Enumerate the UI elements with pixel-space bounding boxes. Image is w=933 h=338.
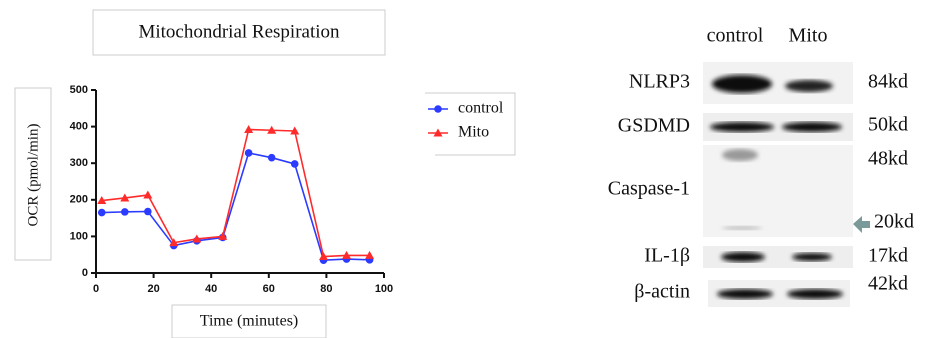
y-tick-label: 500 — [70, 84, 88, 96]
legend: control Mito — [428, 100, 504, 141]
size-label: 50kd — [868, 114, 908, 136]
x-axis-label: Time (minutes) — [200, 313, 299, 330]
size-label: 42kd — [868, 273, 908, 295]
marker — [291, 160, 299, 168]
band — [721, 252, 765, 262]
band — [785, 80, 833, 92]
marker — [98, 209, 106, 217]
size-label: 84kd — [868, 71, 908, 93]
column-label: control — [707, 25, 764, 47]
arrow — [853, 216, 870, 233]
band — [712, 75, 772, 93]
band — [717, 289, 773, 299]
band — [710, 122, 774, 132]
band — [787, 289, 843, 299]
column-label: Mito — [789, 25, 828, 47]
legend-label: Mito — [458, 124, 489, 141]
band — [782, 122, 842, 132]
y-tick-label: 400 — [70, 121, 88, 133]
chart-title: Mitochondrial Respiration — [138, 21, 340, 42]
y-tick-label: 100 — [70, 230, 88, 242]
blot-panel — [703, 145, 853, 237]
x-tick-label: 0 — [93, 283, 99, 295]
y-tick-label: 300 — [70, 157, 88, 169]
band — [792, 253, 832, 261]
x-tick-label: 20 — [147, 283, 159, 295]
row-label: IL-1β — [644, 245, 690, 267]
figure: Mitochondrial Respiration OCR (pmol/min)… — [0, 0, 933, 338]
marker — [144, 208, 152, 216]
y-axis-label: OCR (pmol/min) — [25, 124, 41, 227]
y-tick-label: 200 — [70, 194, 88, 206]
marker — [245, 149, 253, 157]
y-tick-label: 0 — [82, 267, 88, 279]
marker — [143, 191, 152, 199]
row-label: β-actin — [634, 281, 690, 303]
legend-marker — [434, 105, 442, 113]
marker — [121, 208, 129, 216]
x-tick-label: 60 — [263, 283, 275, 295]
band — [722, 149, 758, 161]
legend-label: control — [458, 100, 504, 117]
chart: Mitochondrial Respiration OCR (pmol/min)… — [0, 0, 933, 338]
line — [102, 153, 370, 260]
row-label: Caspase-1 — [608, 178, 690, 200]
row-label: NLRP3 — [629, 71, 690, 93]
x-tick-label: 40 — [205, 283, 217, 295]
x-tick-label: 100 — [375, 283, 393, 295]
band — [722, 226, 762, 230]
x-tick-label: 80 — [320, 283, 332, 295]
size-label: 17kd — [868, 245, 908, 267]
western-blot: control Mito NLRP3 84kd GSDMD 50kd Caspa… — [608, 25, 914, 307]
row-label: GSDMD — [618, 115, 690, 137]
size-label: 48kd — [868, 148, 908, 170]
marker — [268, 154, 276, 162]
size-label: 20kd — [874, 211, 914, 233]
